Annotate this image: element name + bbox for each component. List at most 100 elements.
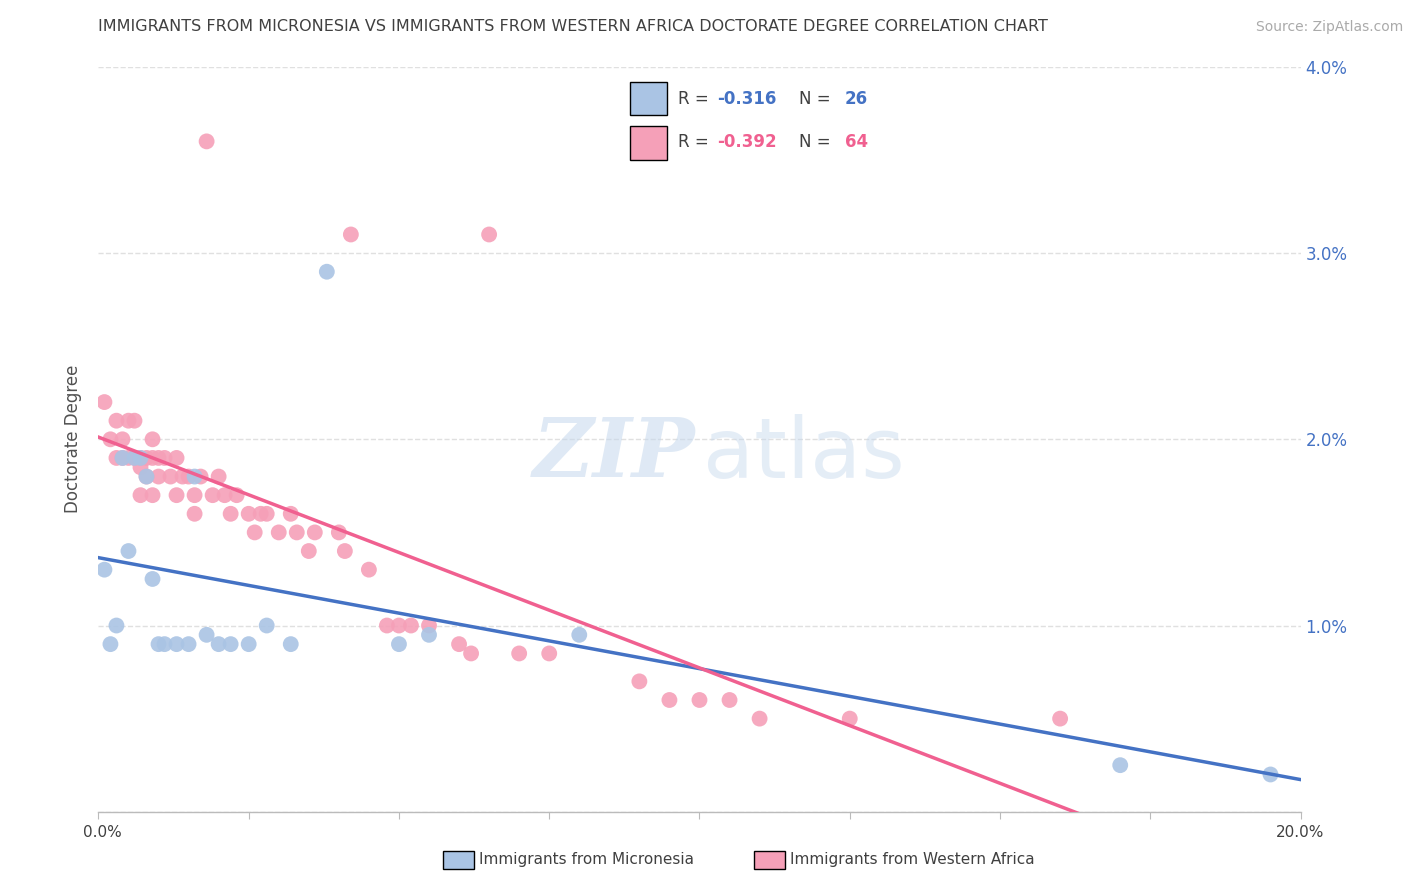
Point: [129, 450, 152, 465]
Text: R =: R =: [678, 133, 714, 152]
Point: [718, 693, 741, 707]
Point: [418, 618, 440, 632]
Point: [195, 628, 218, 642]
Point: [219, 637, 242, 651]
Point: [117, 414, 139, 428]
Point: [195, 135, 218, 149]
Point: [183, 507, 205, 521]
Y-axis label: Doctorate Degree: Doctorate Degree: [65, 365, 83, 514]
Point: [190, 469, 212, 483]
Text: 0.0%: 0.0%: [83, 825, 122, 839]
Text: ZIP: ZIP: [533, 414, 696, 494]
Point: [1109, 758, 1132, 772]
Point: [508, 647, 530, 661]
Point: [238, 637, 260, 651]
Point: [166, 488, 188, 502]
Point: [1260, 767, 1282, 781]
Text: atlas: atlas: [703, 414, 905, 495]
Point: [208, 637, 231, 651]
Point: [141, 432, 163, 446]
Point: [238, 507, 260, 521]
Text: 64: 64: [845, 133, 868, 152]
FancyBboxPatch shape: [630, 127, 666, 160]
Point: [225, 488, 247, 502]
Point: [249, 507, 271, 521]
Point: [418, 628, 440, 642]
Text: N =: N =: [800, 133, 837, 152]
Point: [388, 618, 411, 632]
Point: [214, 488, 236, 502]
Point: [315, 265, 337, 279]
Text: Source: ZipAtlas.com: Source: ZipAtlas.com: [1256, 21, 1403, 34]
Point: [148, 637, 170, 651]
Point: [111, 450, 134, 465]
Text: N =: N =: [800, 89, 837, 108]
Point: [285, 525, 308, 540]
Point: [243, 525, 266, 540]
Point: [135, 469, 157, 483]
Point: [129, 450, 152, 465]
Point: [148, 469, 170, 483]
Point: [1049, 712, 1071, 726]
Point: [333, 544, 356, 558]
Point: [256, 507, 278, 521]
Text: R =: R =: [678, 89, 714, 108]
Point: [658, 693, 681, 707]
Point: [124, 414, 146, 428]
Point: [340, 227, 363, 242]
Point: [148, 450, 170, 465]
Text: Immigrants from Western Africa: Immigrants from Western Africa: [790, 853, 1035, 867]
Point: [105, 450, 128, 465]
Point: [375, 618, 398, 632]
Point: [141, 572, 163, 586]
Text: -0.392: -0.392: [717, 133, 778, 152]
Point: [111, 450, 134, 465]
Point: [399, 618, 422, 632]
Point: [105, 414, 128, 428]
Point: [267, 525, 290, 540]
Point: [124, 450, 146, 465]
Text: 26: 26: [845, 89, 868, 108]
Point: [117, 544, 139, 558]
Point: [172, 469, 194, 483]
FancyBboxPatch shape: [630, 82, 666, 115]
Point: [447, 637, 470, 651]
Point: [328, 525, 350, 540]
Point: [208, 469, 231, 483]
Point: [105, 618, 128, 632]
Point: [135, 469, 157, 483]
Point: [93, 395, 115, 409]
Point: [183, 488, 205, 502]
Point: [166, 450, 188, 465]
Point: [478, 227, 501, 242]
Point: [304, 525, 326, 540]
Point: [117, 450, 139, 465]
Text: Immigrants from Micronesia: Immigrants from Micronesia: [479, 853, 695, 867]
Point: [177, 469, 200, 483]
Point: [129, 460, 152, 475]
Point: [201, 488, 224, 502]
Point: [166, 637, 188, 651]
Point: [538, 647, 561, 661]
Point: [689, 693, 711, 707]
Point: [183, 469, 205, 483]
Point: [124, 450, 146, 465]
Point: [748, 712, 770, 726]
Point: [280, 637, 302, 651]
Point: [135, 450, 157, 465]
Text: 20.0%: 20.0%: [1277, 825, 1324, 839]
Point: [568, 628, 591, 642]
Point: [460, 647, 482, 661]
Point: [298, 544, 321, 558]
Point: [153, 450, 176, 465]
Point: [256, 618, 278, 632]
Text: -0.316: -0.316: [717, 89, 776, 108]
Point: [838, 712, 860, 726]
Point: [141, 488, 163, 502]
Point: [93, 563, 115, 577]
Point: [628, 674, 651, 689]
Point: [129, 488, 152, 502]
Point: [100, 637, 122, 651]
Point: [141, 450, 163, 465]
Point: [388, 637, 411, 651]
